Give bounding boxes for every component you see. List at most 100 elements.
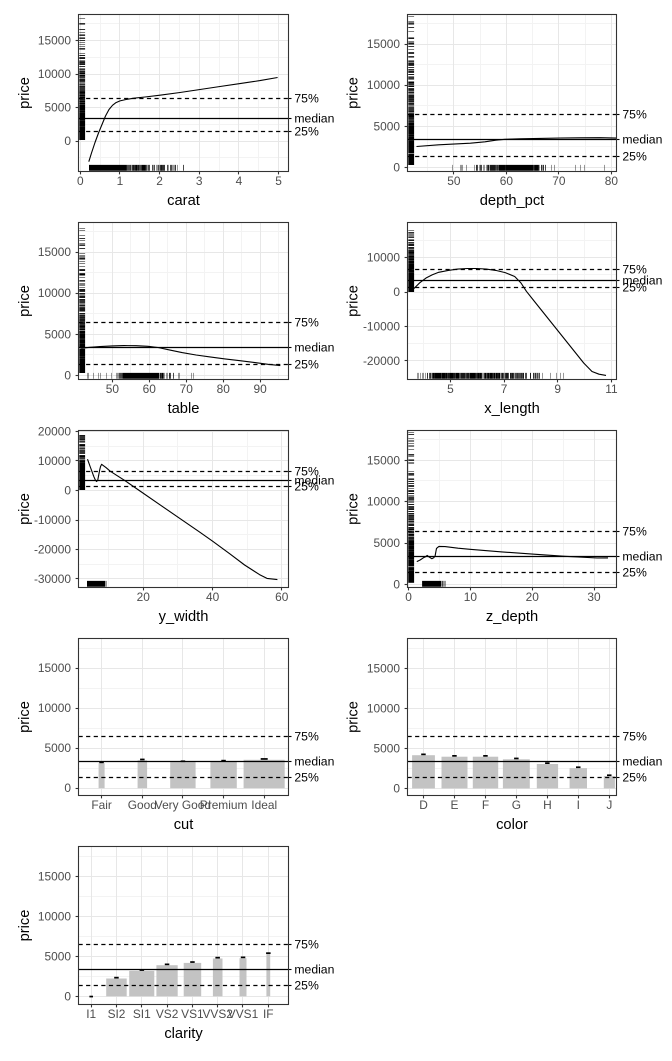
svg-text:11: 11 (605, 382, 618, 396)
svg-text:y_width: y_width (159, 609, 209, 625)
svg-text:5000: 5000 (374, 741, 401, 755)
svg-text:I: I (577, 798, 580, 812)
svg-text:median: median (622, 755, 662, 769)
svg-text:0: 0 (393, 577, 400, 591)
svg-text:10000: 10000 (38, 454, 71, 468)
svg-text:9: 9 (554, 382, 561, 396)
svg-text:Very Good: Very Good (155, 798, 211, 812)
svg-text:15000: 15000 (38, 34, 71, 48)
svg-text:median: median (294, 474, 334, 488)
svg-text:F: F (482, 798, 489, 812)
svg-text:-20000: -20000 (363, 354, 400, 368)
svg-text:VS2: VS2 (156, 1007, 179, 1021)
svg-text:SI1: SI1 (133, 1007, 151, 1021)
svg-text:0: 0 (77, 174, 84, 188)
svg-text:15000: 15000 (38, 661, 71, 675)
svg-text:10000: 10000 (367, 495, 400, 509)
svg-text:0: 0 (64, 368, 71, 382)
svg-text:Good: Good (128, 798, 157, 812)
svg-text:25%: 25% (622, 281, 647, 295)
svg-text:x_length: x_length (484, 401, 540, 417)
svg-text:7: 7 (501, 382, 508, 396)
svg-text:I1: I1 (86, 1007, 96, 1021)
svg-text:D: D (419, 798, 428, 812)
svg-text:3: 3 (196, 174, 203, 188)
svg-text:price: price (17, 910, 33, 942)
svg-text:15000: 15000 (38, 869, 71, 883)
svg-text:70: 70 (180, 382, 194, 396)
svg-text:0: 0 (64, 484, 71, 498)
svg-text:75%: 75% (622, 730, 647, 744)
svg-text:0: 0 (64, 781, 71, 795)
svg-text:VVS2: VVS2 (202, 1007, 233, 1021)
svg-text:5000: 5000 (45, 327, 72, 341)
svg-text:75%: 75% (622, 525, 647, 539)
svg-text:price: price (17, 493, 33, 525)
svg-text:10000: 10000 (367, 78, 400, 92)
svg-text:25%: 25% (294, 125, 319, 139)
svg-text:75%: 75% (294, 465, 319, 479)
svg-text:SI2: SI2 (108, 1007, 126, 1021)
svg-text:cut: cut (174, 817, 194, 833)
svg-text:price: price (346, 493, 362, 525)
svg-text:75%: 75% (622, 108, 647, 122)
svg-text:-10000: -10000 (34, 513, 71, 527)
svg-text:25%: 25% (622, 150, 647, 164)
svg-text:75%: 75% (294, 938, 319, 952)
svg-text:J: J (606, 798, 612, 812)
svg-text:75%: 75% (294, 730, 319, 744)
svg-text:z_depth: z_depth (486, 609, 538, 625)
svg-text:15000: 15000 (367, 661, 400, 675)
svg-text:color: color (496, 817, 528, 833)
svg-text:median: median (622, 133, 662, 147)
svg-text:0: 0 (64, 134, 71, 148)
svg-text:75%: 75% (294, 316, 319, 330)
svg-text:VVS1: VVS1 (228, 1007, 259, 1021)
svg-text:0: 0 (393, 160, 400, 174)
svg-text:5000: 5000 (374, 536, 401, 550)
svg-text:price: price (17, 285, 33, 317)
svg-text:H: H (543, 798, 552, 812)
svg-text:5000: 5000 (374, 119, 401, 133)
svg-text:60: 60 (143, 382, 157, 396)
svg-text:table: table (168, 401, 200, 417)
svg-text:25%: 25% (294, 358, 319, 372)
svg-text:0: 0 (393, 285, 400, 299)
svg-text:median: median (294, 963, 334, 977)
svg-text:IF: IF (263, 1007, 274, 1021)
svg-text:5: 5 (447, 382, 454, 396)
svg-text:50: 50 (447, 174, 461, 188)
svg-text:E: E (451, 798, 459, 812)
svg-text:2: 2 (156, 174, 163, 188)
svg-text:5000: 5000 (45, 949, 72, 963)
svg-text:25%: 25% (622, 566, 647, 580)
svg-text:VS1: VS1 (181, 1007, 204, 1021)
svg-text:60: 60 (275, 590, 289, 604)
svg-text:price: price (346, 285, 362, 317)
svg-text:10000: 10000 (38, 701, 71, 715)
svg-text:median: median (294, 341, 334, 355)
svg-text:15000: 15000 (38, 245, 71, 259)
svg-text:15000: 15000 (367, 37, 400, 51)
svg-text:clarity: clarity (164, 1026, 203, 1042)
svg-text:-10000: -10000 (363, 320, 400, 334)
svg-text:4: 4 (236, 174, 243, 188)
svg-text:10: 10 (464, 590, 478, 604)
svg-text:0: 0 (64, 989, 71, 1003)
svg-text:25%: 25% (622, 771, 647, 785)
svg-text:25%: 25% (294, 771, 319, 785)
svg-text:10000: 10000 (38, 286, 71, 300)
svg-text:5000: 5000 (45, 101, 72, 115)
svg-text:15000: 15000 (367, 453, 400, 467)
svg-text:10000: 10000 (38, 67, 71, 81)
svg-text:Fair: Fair (91, 798, 112, 812)
svg-text:price: price (346, 77, 362, 109)
svg-text:5: 5 (275, 174, 282, 188)
svg-text:0: 0 (405, 590, 412, 604)
svg-text:depth_pct: depth_pct (480, 193, 545, 209)
svg-text:80: 80 (217, 382, 231, 396)
svg-text:median: median (294, 755, 334, 769)
svg-text:25%: 25% (294, 979, 319, 993)
svg-text:5000: 5000 (45, 741, 72, 755)
svg-text:80: 80 (605, 174, 619, 188)
